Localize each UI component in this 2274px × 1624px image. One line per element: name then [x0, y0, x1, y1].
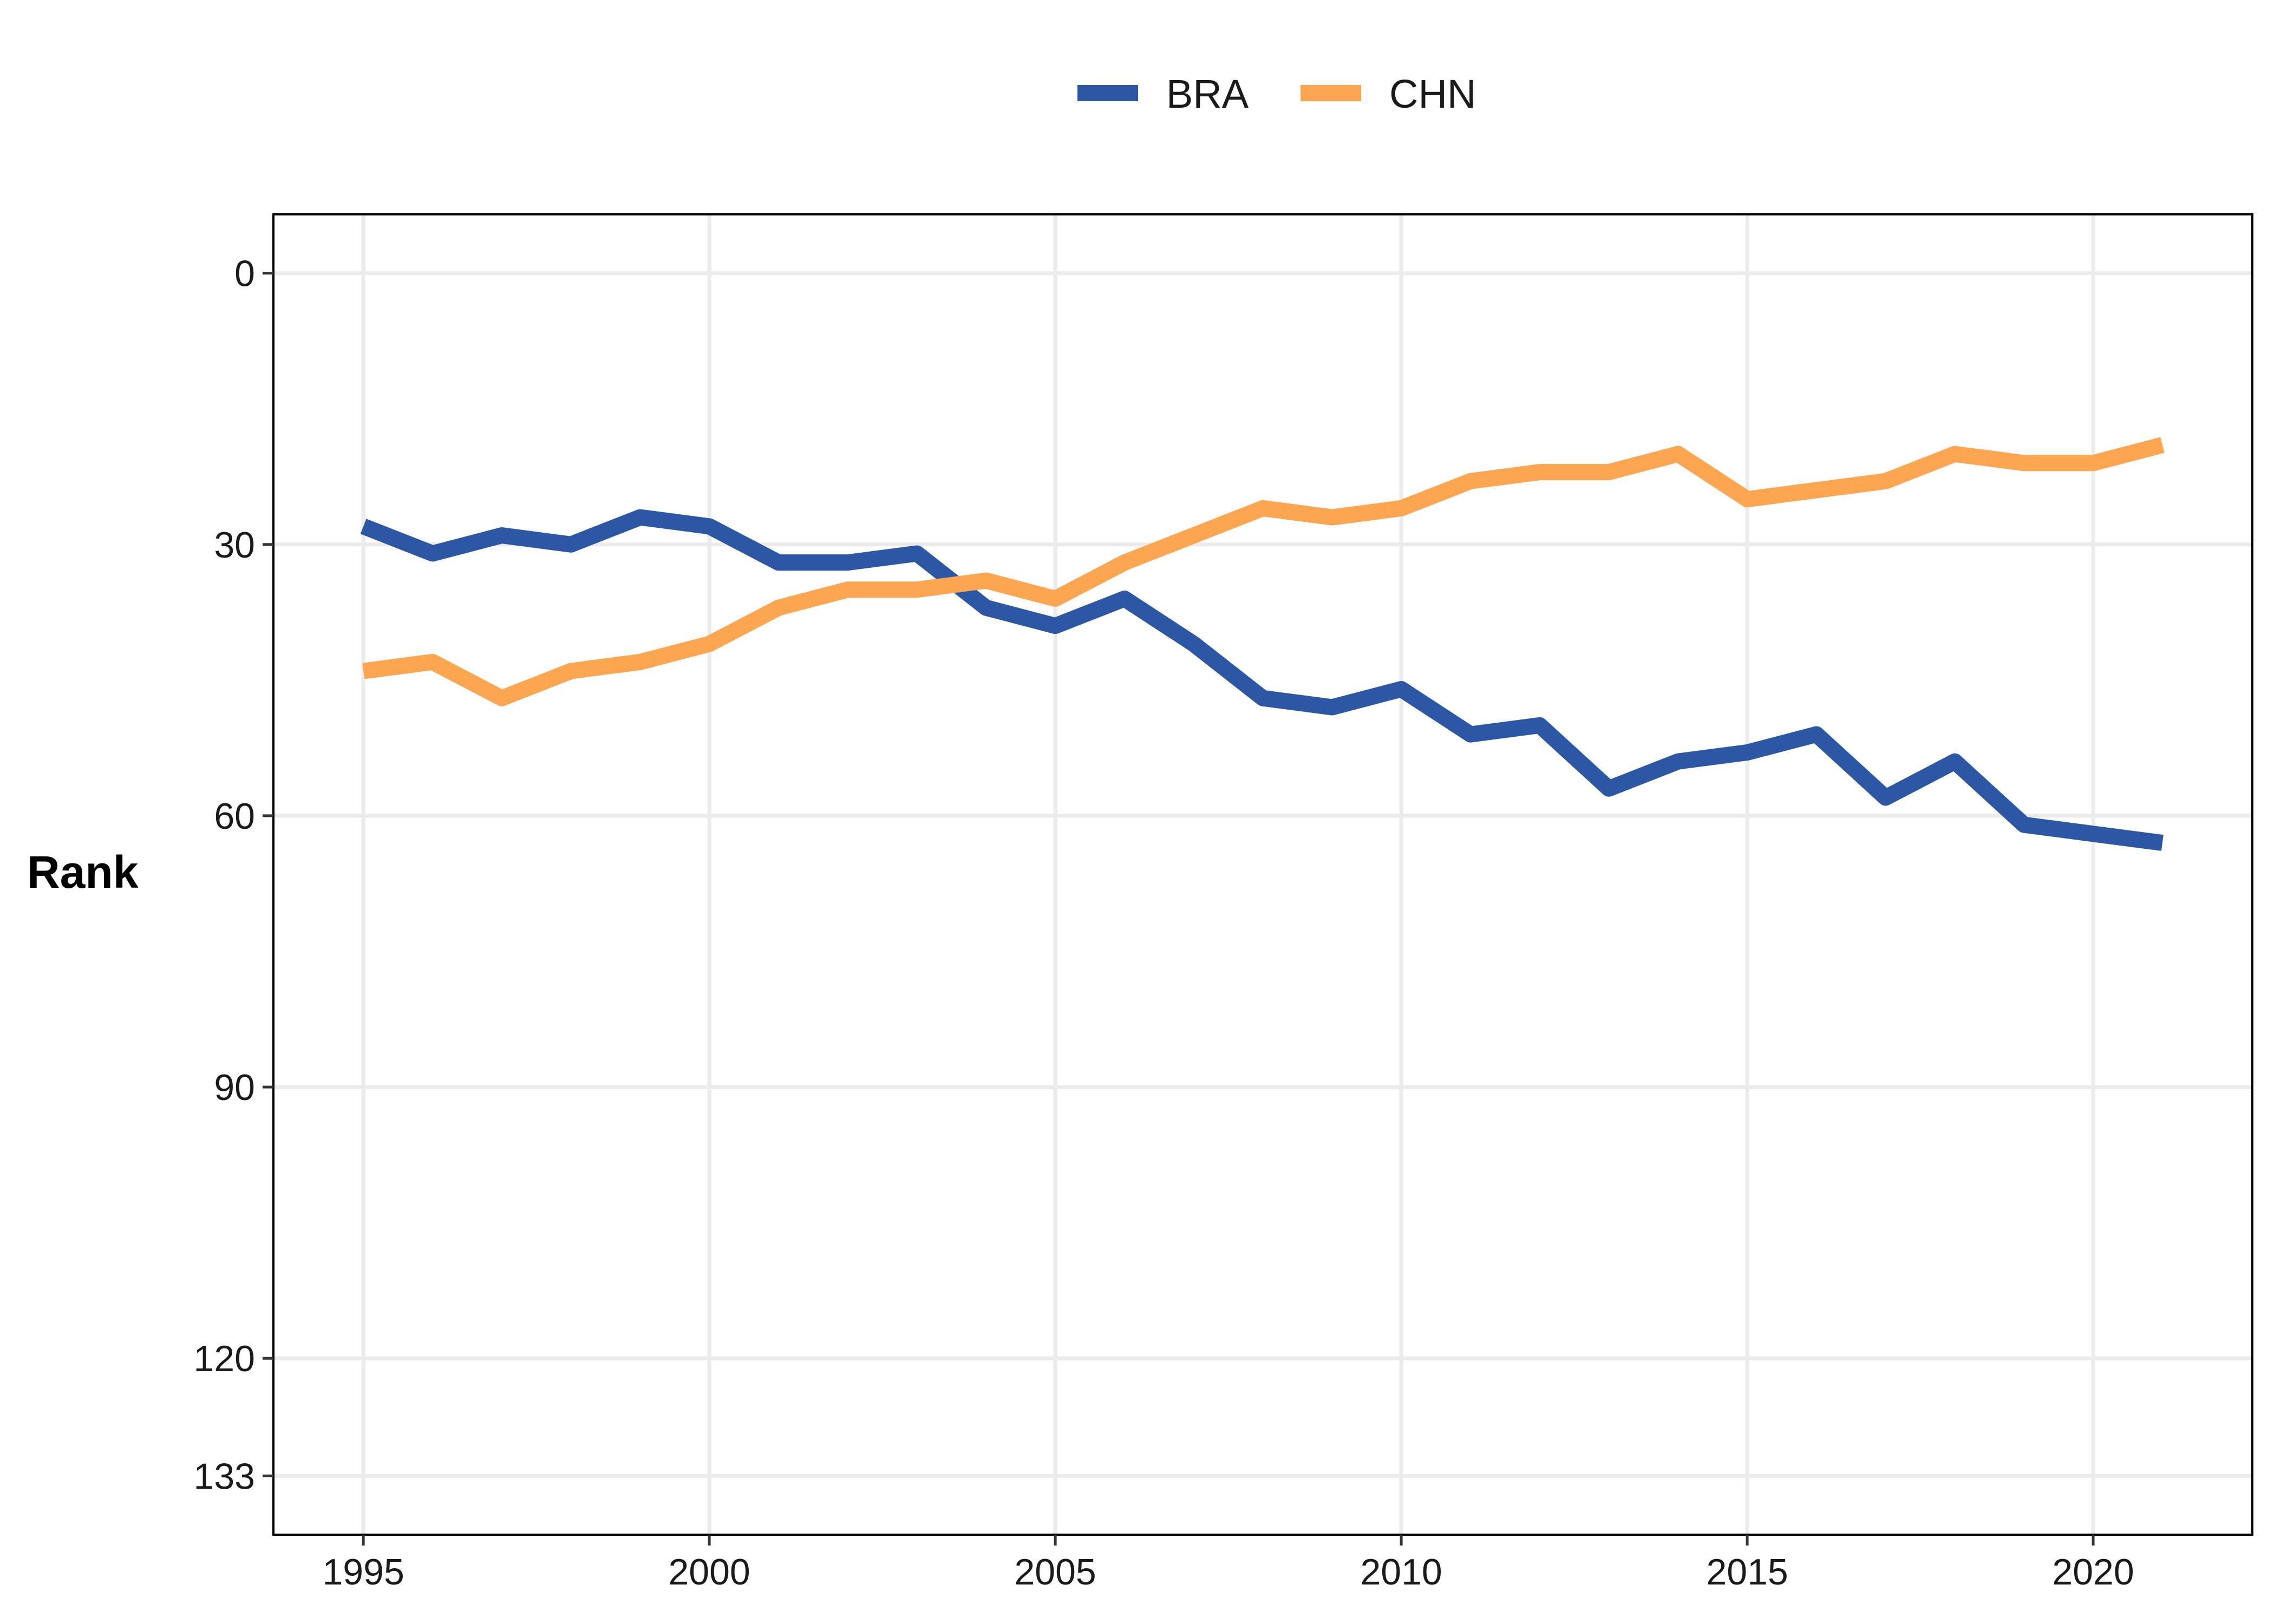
y-tick-label: 0: [234, 253, 255, 294]
legend: BRA CHN: [1077, 71, 1476, 116]
series-line-chn: [362, 437, 2165, 706]
x-tick-label: 2005: [1014, 1551, 1096, 1593]
y-tick-label: 60: [214, 796, 255, 837]
x-tick-label: 1995: [322, 1551, 404, 1593]
series-lines: [360, 437, 2165, 851]
y-axis-title: Rank: [27, 847, 139, 898]
x-tick-label: 2000: [668, 1551, 750, 1593]
y-tick-label: 30: [214, 525, 255, 566]
legend-label-bra: BRA: [1166, 71, 1249, 116]
x-tick-label: 2010: [1360, 1551, 1442, 1593]
y-tick-label: 90: [214, 1067, 255, 1108]
x-tick-label: 2020: [2052, 1551, 2134, 1593]
y-axis: 0 30 60 90 120 133: [194, 253, 273, 1497]
plot-panel-border: [272, 213, 2253, 1536]
x-axis: 1995 2000 2005 2010 2015 2020: [322, 1535, 2134, 1593]
y-tick-label: 133: [194, 1456, 255, 1497]
y-tick-label: 120: [194, 1338, 255, 1379]
legend-label-chn: CHN: [1389, 71, 1476, 116]
series-line-bra: [360, 509, 2164, 851]
grid-lines: [273, 214, 2252, 1535]
x-tick-label: 2015: [1706, 1551, 1788, 1593]
